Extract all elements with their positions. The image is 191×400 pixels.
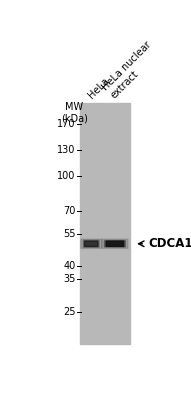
Text: MW
(kDa): MW (kDa) (61, 102, 88, 124)
FancyBboxPatch shape (81, 239, 102, 248)
FancyBboxPatch shape (104, 240, 125, 247)
FancyBboxPatch shape (83, 240, 99, 247)
Text: CDCA1: CDCA1 (148, 237, 191, 250)
FancyBboxPatch shape (102, 239, 128, 248)
Text: 170: 170 (57, 119, 76, 129)
Text: 55: 55 (63, 230, 76, 240)
Text: 70: 70 (63, 206, 76, 216)
Bar (80, 104, 130, 344)
Text: HeLa nuclear
extract: HeLa nuclear extract (100, 39, 161, 100)
Text: 35: 35 (63, 274, 76, 284)
Text: 130: 130 (57, 145, 76, 155)
FancyBboxPatch shape (85, 241, 98, 246)
Text: HeLa: HeLa (86, 76, 111, 100)
FancyBboxPatch shape (106, 241, 124, 246)
Text: 40: 40 (63, 260, 76, 270)
Text: 25: 25 (63, 306, 76, 316)
Text: 100: 100 (57, 171, 76, 181)
